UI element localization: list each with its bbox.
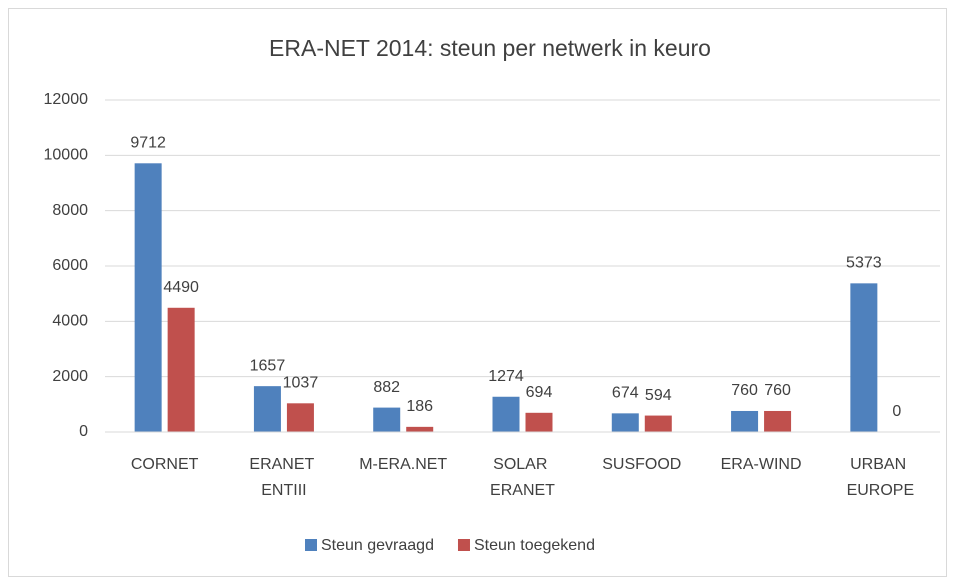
chart-title: ERA-NET 2014: steun per netwerk in keuro — [269, 35, 711, 61]
x-tick-label: CORNET — [131, 456, 199, 473]
bar — [253, 386, 281, 432]
bar — [406, 426, 434, 432]
value-label: 594 — [645, 387, 672, 404]
x-tick-label: M-ERA.NET — [359, 456, 447, 473]
bar — [373, 407, 401, 432]
x-tick-label: ERA-WIND — [721, 456, 802, 473]
value-label: 882 — [373, 379, 400, 396]
chart-border — [8, 8, 947, 577]
bar — [492, 396, 520, 432]
y-tick-label: 6000 — [52, 257, 88, 274]
x-tick-label: URBAN EUROPE — [847, 456, 915, 499]
x-tick-label: SOLAR ERANET — [490, 456, 555, 499]
bar — [611, 413, 639, 432]
value-label: 1037 — [283, 375, 319, 392]
y-tick-label: 8000 — [52, 202, 88, 219]
value-label: 760 — [731, 382, 758, 399]
legend-swatch — [305, 539, 317, 551]
x-tick-label: SUSFOOD — [602, 456, 681, 473]
bar — [644, 415, 672, 432]
y-tick-label: 4000 — [52, 313, 88, 330]
legend-swatch — [457, 539, 470, 551]
y-tick-label: 10000 — [44, 147, 89, 164]
bar — [167, 307, 195, 432]
value-label: 0 — [892, 403, 901, 420]
value-label: 1657 — [250, 357, 286, 374]
value-label: 1274 — [488, 368, 524, 385]
bar — [286, 403, 314, 432]
value-label: 5373 — [846, 255, 882, 272]
x-tick-label: ERANET ENTIII — [249, 456, 318, 499]
bar — [134, 163, 162, 432]
legend-label: Steun gevraagd — [321, 537, 434, 554]
value-label: 694 — [526, 384, 553, 401]
y-tick-label: 0 — [79, 423, 88, 440]
y-tick-label: 12000 — [44, 91, 89, 108]
bar — [850, 283, 878, 432]
bar — [731, 410, 759, 432]
value-label: 9712 — [130, 135, 166, 152]
value-label: 186 — [406, 398, 433, 415]
bar — [525, 412, 553, 432]
legend-label: Steun toegekend — [474, 537, 595, 554]
y-tick-label: 2000 — [52, 368, 88, 385]
value-label: 4490 — [163, 279, 199, 296]
value-label: 760 — [764, 382, 791, 399]
value-label: 674 — [612, 385, 639, 402]
bar — [764, 410, 792, 432]
